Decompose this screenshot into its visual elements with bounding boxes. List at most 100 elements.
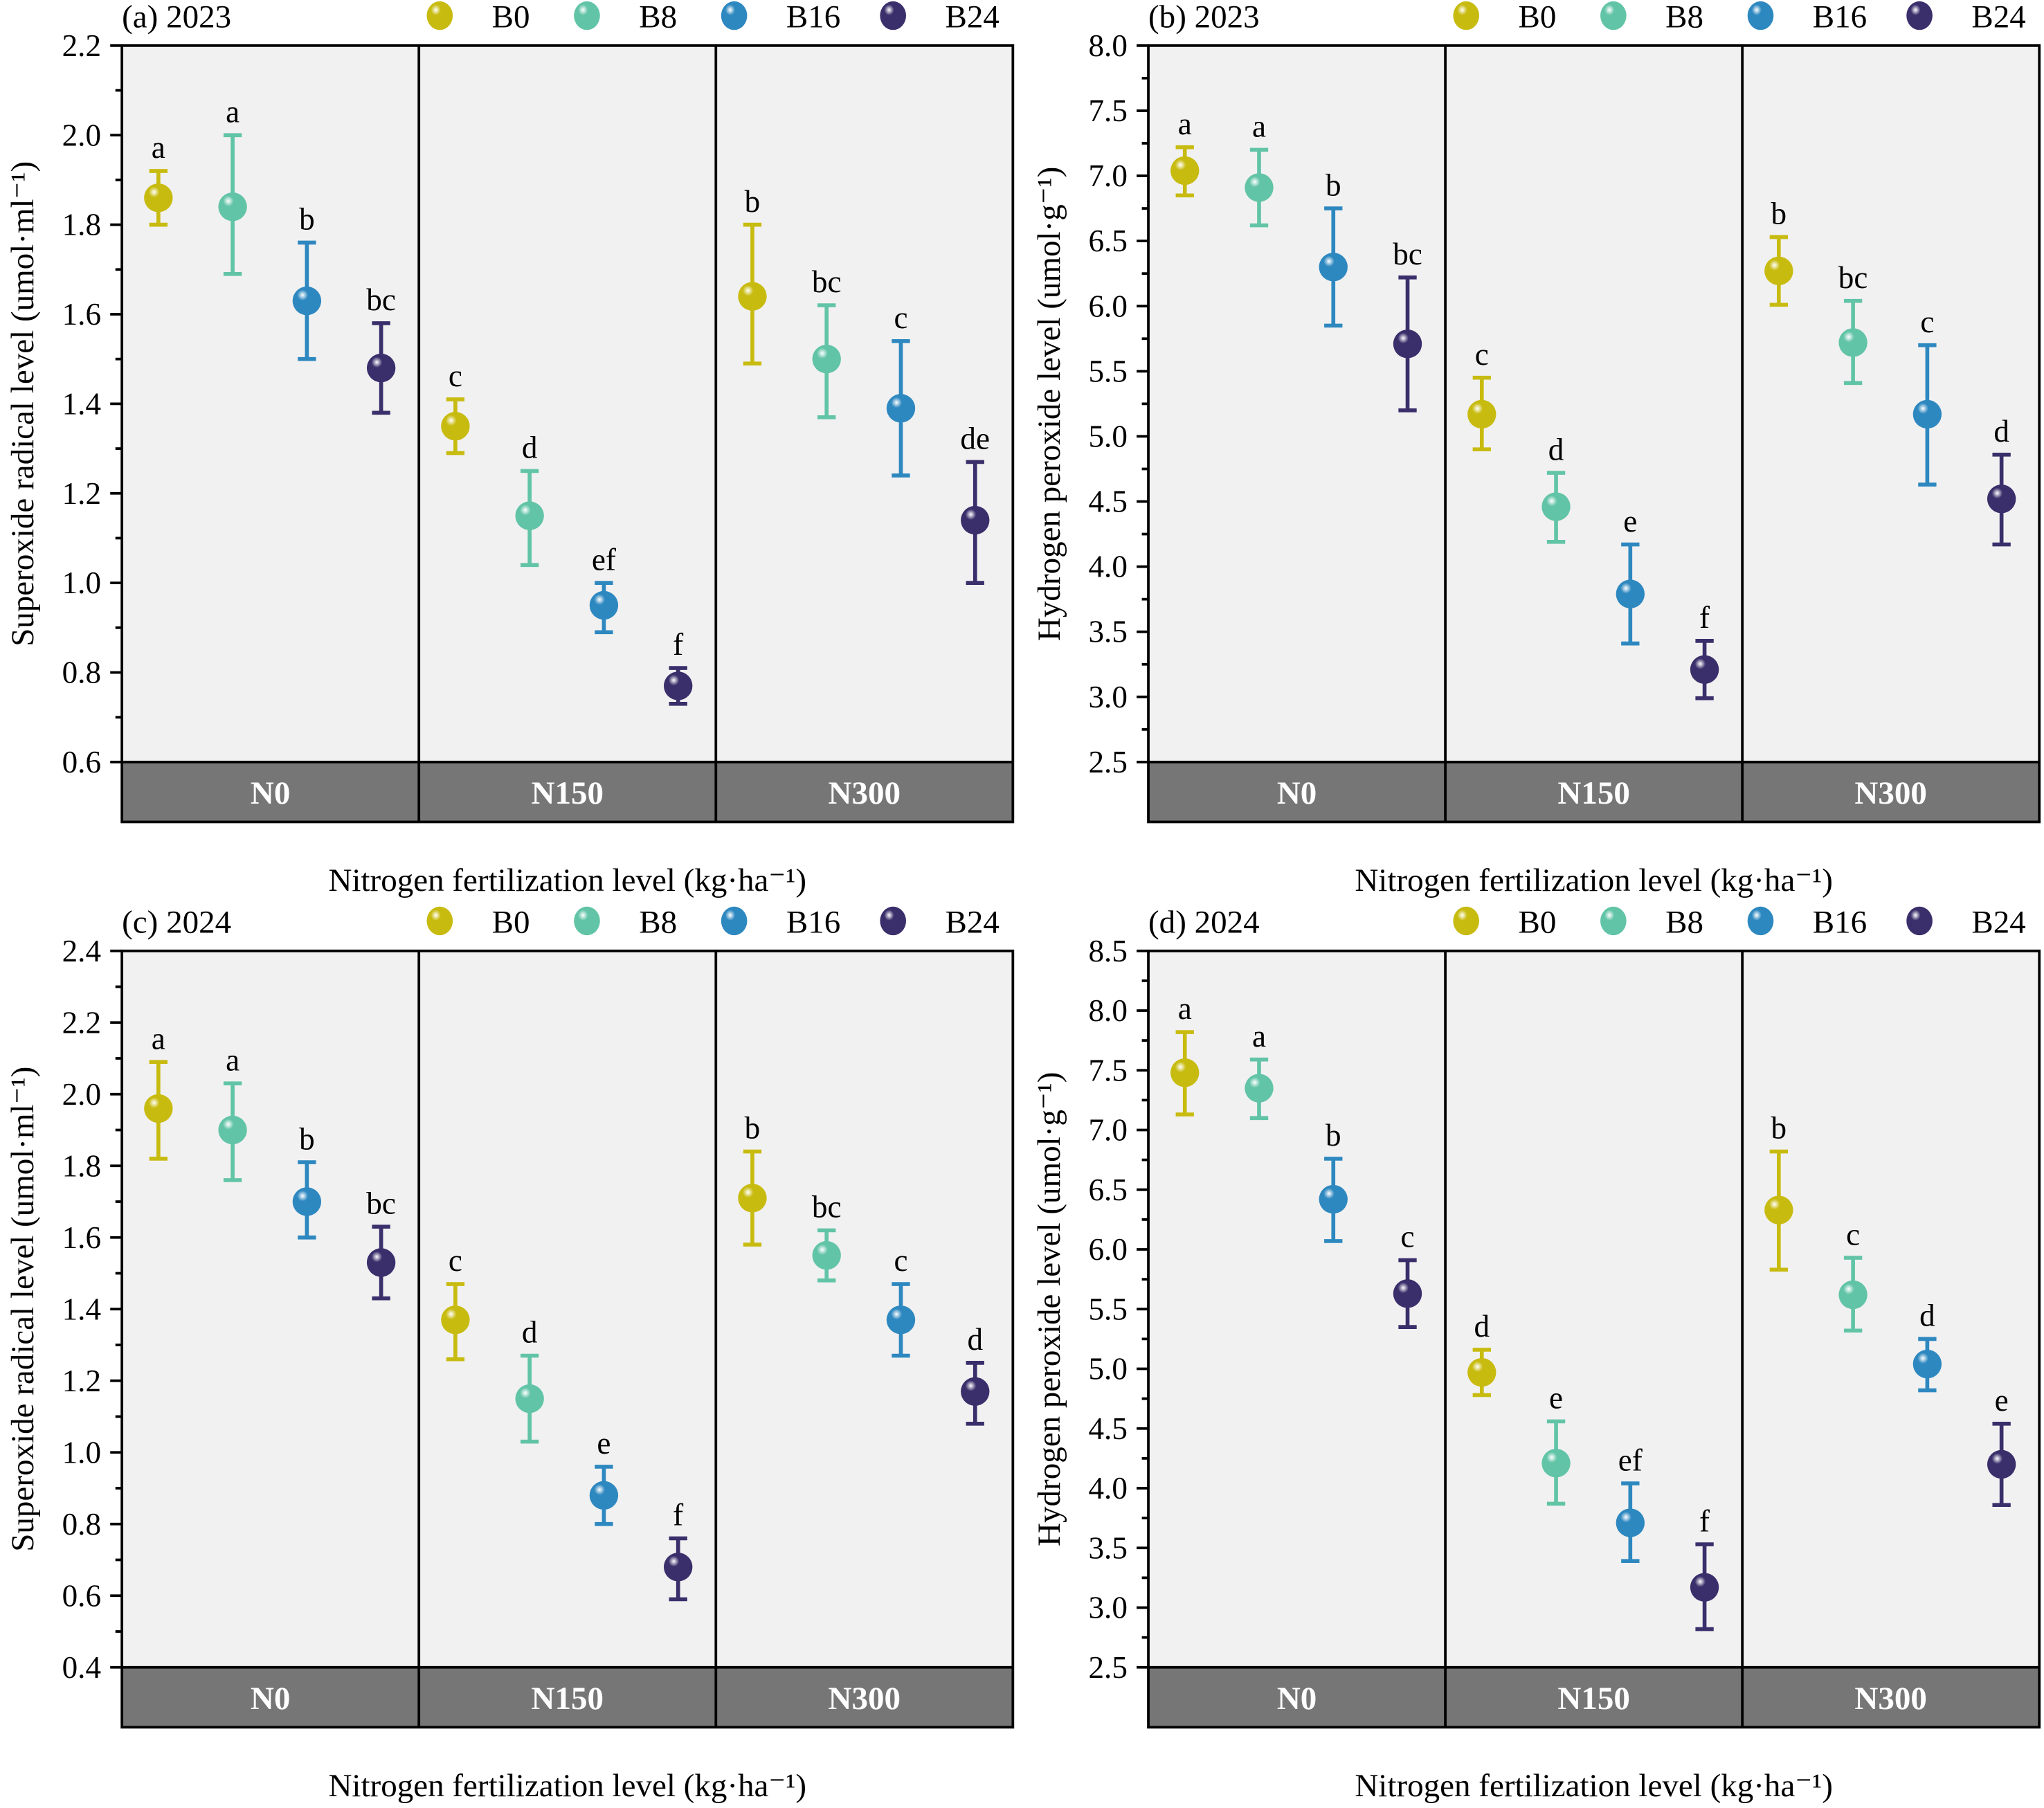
legend-marker	[721, 906, 748, 936]
point-marker	[144, 183, 173, 213]
legend-label: B24	[1971, 0, 2025, 35]
panel-c: N0 N150 N300 0.4 0.6 0.8 1.0 1.2 1.4 1.6 1.8 2.0 2.2…	[5, 904, 1015, 1804]
significance-letter: bc	[812, 264, 842, 299]
point-marker	[886, 1305, 916, 1335]
y-axis-label: Superoxide radical level (umol·ml⁻¹)	[5, 161, 41, 647]
y-tick-label: 1.4	[62, 386, 101, 421]
point-marker	[663, 1553, 693, 1582]
legend-marker	[426, 906, 453, 936]
data-point-B8-N150: d	[515, 431, 544, 568]
x-axis-label: Nitrogen fertilization level (kg·ha⁻¹)	[328, 862, 806, 898]
data-point-B24-N300: d	[961, 1322, 990, 1426]
significance-letter: e	[1995, 1383, 2009, 1418]
legend-label: B0	[492, 904, 530, 940]
legend-label: B16	[1813, 0, 1867, 35]
significance-letter: a	[1252, 1019, 1266, 1054]
panel-title: (b) 2023	[1148, 0, 1260, 35]
panel-a: N0 N150 N300 0.6 0.8 1.0 1.2 1.4 1.6 1.8 2.0 2.2 Sup…	[5, 0, 1015, 898]
significance-letter: d	[967, 1322, 983, 1357]
point-marker	[366, 1248, 396, 1277]
legend-marker	[1747, 1, 1774, 30]
point-marker	[961, 1377, 990, 1406]
significance-letter: c	[1475, 337, 1489, 372]
plot-frame	[1147, 44, 2041, 824]
point-marker	[218, 1115, 247, 1145]
significance-letter: b	[299, 202, 315, 237]
plot-area	[122, 45, 1013, 762]
significance-letter: bc	[812, 1190, 842, 1224]
point-marker	[738, 282, 767, 311]
point-marker	[1987, 485, 2016, 514]
data-point-B16-N0: b	[292, 1121, 322, 1240]
data-point-B24-N0: bc	[366, 282, 396, 415]
significance-letter: a	[1178, 991, 1192, 1026]
x-axis-label: Nitrogen fertilization level (kg·ha⁻¹)	[1355, 1768, 1833, 1804]
point-marker	[961, 505, 990, 535]
y-tick-label: 8.0	[1088, 993, 1127, 1028]
legend-item-B0: B0	[1453, 0, 1556, 35]
point-marker	[663, 671, 693, 700]
group-label: N0	[1277, 775, 1317, 811]
data-point-B0-N0: a	[1170, 107, 1200, 198]
x-axis-label: Nitrogen fertilization level (kg·ha⁻¹)	[1355, 862, 1833, 898]
significance-letter: d	[1993, 414, 2009, 449]
point-marker	[1467, 1357, 1496, 1387]
legend-item-B16: B16	[721, 0, 840, 35]
point-marker	[1541, 492, 1571, 521]
data-point-B24-N0: bc	[1393, 237, 1422, 413]
y-tick-label: 6.0	[1088, 289, 1127, 323]
data-point-B8-N0: a	[1245, 109, 1274, 228]
legend-marker	[1600, 906, 1627, 936]
data-point-B0-N300: b	[1764, 1111, 1793, 1272]
significance-letter: b	[1771, 1111, 1787, 1146]
point-marker	[292, 286, 322, 316]
data-point-B8-N150: d	[515, 1315, 544, 1444]
y-tick-label: 1.6	[62, 297, 101, 332]
legend-item-B24: B24	[880, 904, 1000, 940]
y-axis-label: Hydrogen peroxide level (umol·g⁻¹)	[1031, 167, 1067, 641]
plot-area	[122, 950, 1013, 1667]
legend-item-B0: B0	[426, 0, 530, 35]
y-tick-label: 5.5	[1088, 1292, 1127, 1326]
y-tick-label: 7.5	[1088, 93, 1127, 128]
legend-label: B24	[1971, 904, 2025, 940]
y-tick-label: 8.5	[1088, 934, 1127, 968]
significance-letter: a	[226, 1042, 239, 1077]
data-point-B8-N150: d	[1541, 432, 1571, 544]
legend-marker	[1600, 1, 1627, 30]
point-marker	[1616, 579, 1645, 608]
legend-label: B8	[639, 904, 677, 940]
data-point-B24-N0: c	[1393, 1220, 1422, 1329]
legend-marker	[1906, 906, 1933, 936]
group-strip	[1148, 761, 2040, 822]
data-point-B0-N0: a	[1170, 991, 1200, 1117]
data-point-B0-N300: b	[738, 184, 767, 365]
point-marker	[292, 1187, 322, 1216]
data-point-B16-N300: d	[1912, 1299, 1942, 1393]
significance-letter: ef	[592, 542, 617, 577]
significance-letter: d	[522, 1315, 538, 1350]
y-tick-label: 3.5	[1088, 1530, 1127, 1565]
point-marker	[1541, 1449, 1571, 1478]
significance-letter: d	[1474, 1309, 1490, 1344]
group-label: N150	[531, 775, 604, 811]
y-tick-label: 4.5	[1088, 1411, 1127, 1446]
data-point-B16-N300: c	[886, 300, 916, 478]
legend-marker	[1906, 1, 1933, 30]
y-tick-label: 3.0	[1088, 1591, 1127, 1625]
y-tick-label: 4.0	[1088, 1471, 1127, 1506]
legend-label: B24	[945, 0, 999, 35]
legend-item-B24: B24	[880, 0, 1000, 35]
y-tick-label: 6.5	[1088, 1173, 1127, 1207]
data-point-B8-N300: c	[1838, 1217, 1867, 1333]
legend-label: B8	[1665, 0, 1703, 35]
significance-letter: bc	[1393, 237, 1422, 271]
data-point-B8-N0: a	[218, 1042, 247, 1182]
point-marker	[1838, 328, 1867, 357]
y-tick-label: 0.8	[62, 1507, 101, 1542]
point-marker	[1319, 253, 1348, 282]
data-point-B0-N300: b	[1764, 197, 1793, 307]
y-tick-label: 6.0	[1088, 1232, 1127, 1267]
y-tick-label: 1.0	[62, 1435, 101, 1470]
